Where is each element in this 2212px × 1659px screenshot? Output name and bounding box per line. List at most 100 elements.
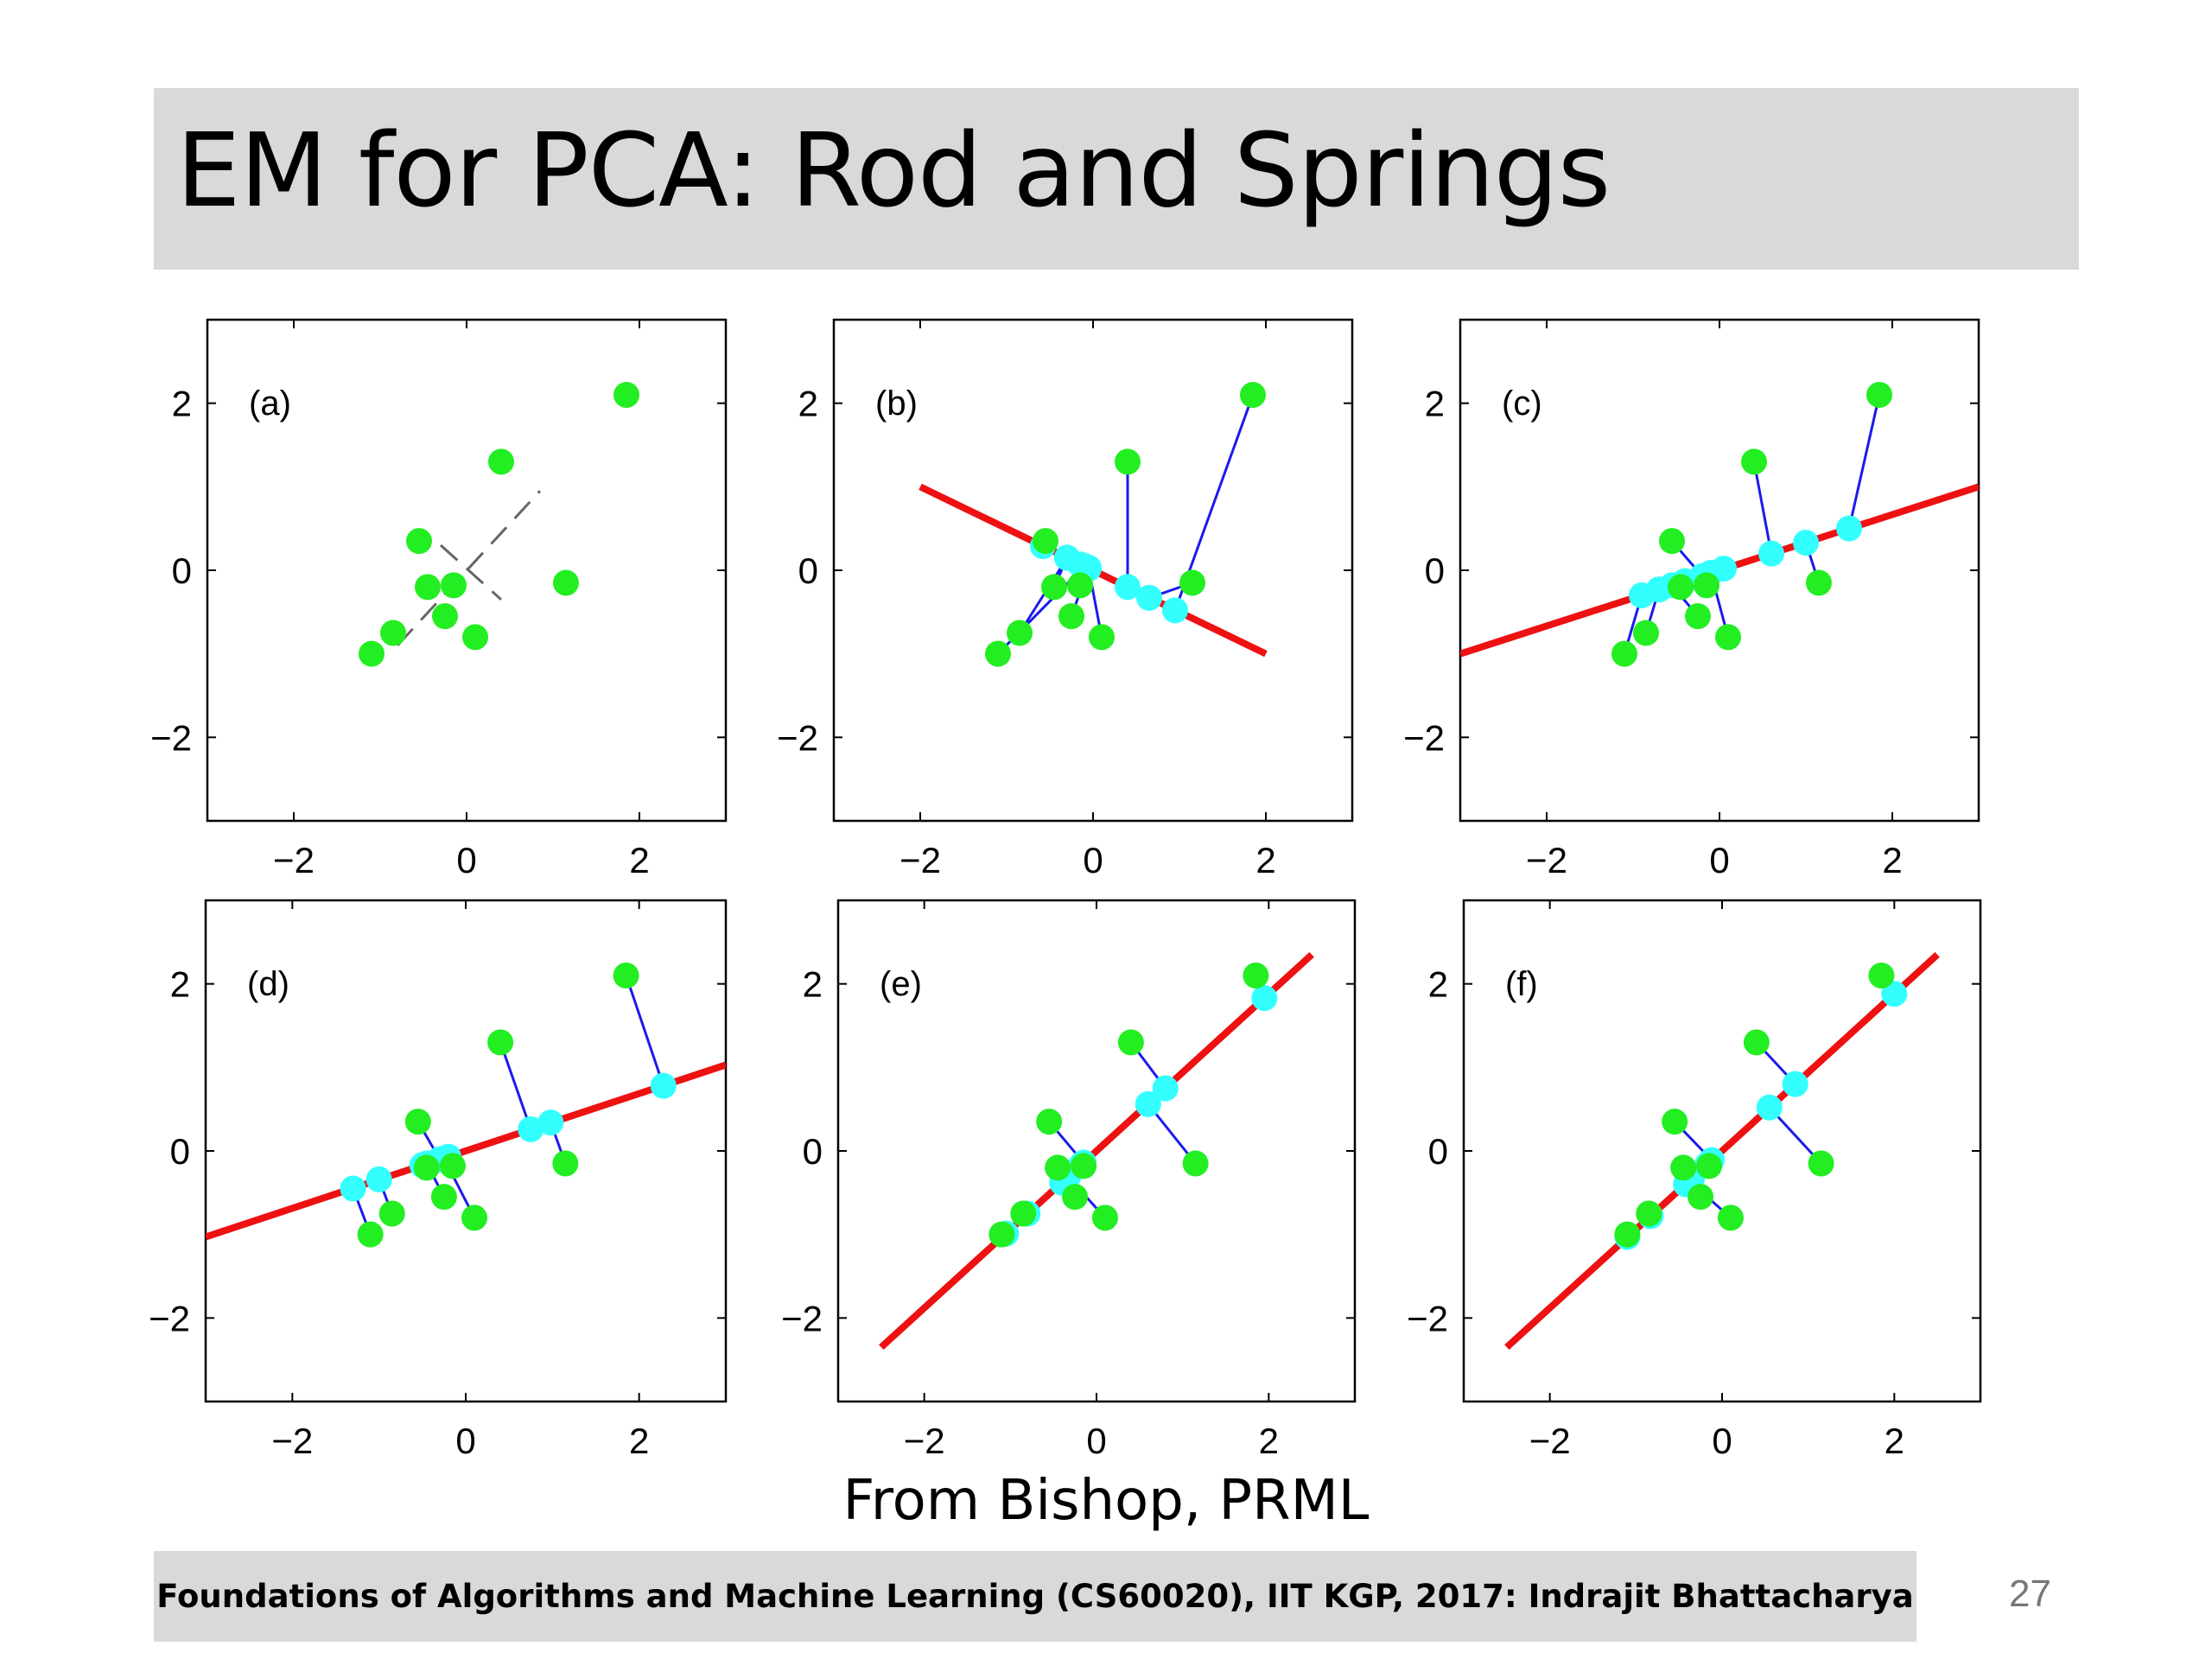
x-tick-label: 2 <box>629 840 649 880</box>
data-point <box>1614 1221 1641 1248</box>
y-tick-label: 0 <box>1428 1131 1448 1172</box>
panel-label: (a) <box>249 385 291 423</box>
projected-point <box>1152 1075 1179 1102</box>
data-point <box>613 382 639 408</box>
data-point <box>1659 528 1685 555</box>
data-point <box>1741 448 1767 475</box>
y-tick-label: 0 <box>172 550 192 591</box>
data-point <box>1091 1205 1118 1231</box>
projected-point <box>1881 981 1908 1007</box>
data-point <box>1808 1150 1834 1177</box>
plot-area <box>359 382 639 667</box>
projected-point <box>537 1109 564 1136</box>
y-tick-label: −2 <box>777 717 818 758</box>
data-point <box>441 572 467 599</box>
data-point <box>1611 640 1637 667</box>
chart-panel: −2 0 2 −2 0 2 (a) <box>150 318 728 880</box>
dashed-axis-line <box>439 543 503 601</box>
data-point <box>1868 963 1895 988</box>
plot-area <box>206 963 726 1248</box>
data-point <box>1743 1029 1770 1056</box>
y-tick-label: 2 <box>798 384 818 424</box>
x-tick-label: 0 <box>456 840 476 880</box>
data-point <box>487 1029 514 1056</box>
data-point <box>1636 1200 1662 1227</box>
plot-area <box>918 382 1268 667</box>
plot-frame <box>206 318 728 823</box>
data-point <box>413 1154 440 1181</box>
data-point <box>1036 1109 1063 1135</box>
data-point <box>415 574 441 601</box>
data-point <box>378 1200 405 1227</box>
y-tick-label: 2 <box>172 384 192 424</box>
projected-point <box>650 1072 677 1099</box>
projected-point <box>1135 1090 1161 1117</box>
projected-point <box>1758 540 1784 567</box>
data-point <box>1662 1109 1688 1135</box>
data-point <box>404 1109 431 1135</box>
projected-point <box>1756 1094 1783 1121</box>
data-point <box>439 1153 466 1179</box>
data-point <box>1117 1029 1144 1056</box>
projected-point <box>1836 515 1862 542</box>
y-tick-label: 0 <box>803 1131 823 1172</box>
spring-line <box>499 1041 532 1130</box>
projected-point <box>1629 582 1655 608</box>
data-point <box>1685 603 1711 630</box>
rod-line <box>879 951 1314 1351</box>
projected-point <box>518 1116 544 1142</box>
x-tick-label: 2 <box>1885 1421 1904 1461</box>
data-point <box>380 620 406 646</box>
x-tick-label: 2 <box>1259 1421 1279 1461</box>
chart-panel: −2 0 2 −2 0 2 (d) <box>149 899 728 1461</box>
projected-point <box>1162 597 1188 624</box>
rod-line <box>1504 951 1940 1351</box>
page-number: 27 <box>2009 1573 2051 1615</box>
data-point <box>1033 528 1058 555</box>
x-tick-label: −2 <box>904 1421 945 1461</box>
data-point <box>1058 603 1084 630</box>
data-point <box>613 963 639 988</box>
data-point <box>552 1150 579 1177</box>
y-tick-label: −2 <box>1407 1298 1448 1338</box>
y-tick-label: 0 <box>798 550 818 591</box>
x-tick-label: −2 <box>899 840 941 880</box>
data-point <box>488 448 514 475</box>
panel-label: (d) <box>247 965 289 1003</box>
data-point <box>1007 620 1033 646</box>
rod-line <box>206 1061 726 1241</box>
data-point <box>1670 1154 1697 1181</box>
x-tick-label: 0 <box>1083 840 1103 880</box>
data-point <box>1694 572 1719 599</box>
x-tick-label: 0 <box>455 1421 475 1461</box>
data-point <box>1717 1205 1744 1231</box>
data-point <box>1240 382 1266 408</box>
data-point <box>1010 1200 1037 1227</box>
x-tick-label: 0 <box>1712 1421 1732 1461</box>
y-tick-label: −2 <box>1403 717 1445 758</box>
x-tick-label: −2 <box>273 840 315 880</box>
data-point <box>1243 963 1269 988</box>
data-point <box>553 569 579 596</box>
data-point <box>1182 1150 1209 1177</box>
y-tick-label: 2 <box>1425 384 1445 424</box>
panel-label: (c) <box>1502 385 1542 423</box>
projected-point <box>365 1166 392 1192</box>
data-point <box>359 640 385 667</box>
chart-panel: −2 0 2 −2 0 2 (f) <box>1407 899 1982 1461</box>
projected-point <box>1793 530 1819 556</box>
plot-area <box>879 951 1314 1351</box>
data-point <box>1806 569 1832 596</box>
data-point <box>1067 572 1093 599</box>
y-tick-label: 2 <box>1428 964 1448 1005</box>
panel-label: (e) <box>880 965 922 1003</box>
data-point <box>406 528 432 555</box>
plot-area <box>1504 951 1940 1351</box>
projected-point <box>1136 584 1162 611</box>
dashed-axis-line <box>396 490 542 647</box>
spring-line <box>1847 394 1881 529</box>
data-point <box>1041 574 1067 601</box>
title-bar: EM for PCA: Rod and Springs <box>154 88 2079 270</box>
y-tick-label: 2 <box>170 964 190 1005</box>
